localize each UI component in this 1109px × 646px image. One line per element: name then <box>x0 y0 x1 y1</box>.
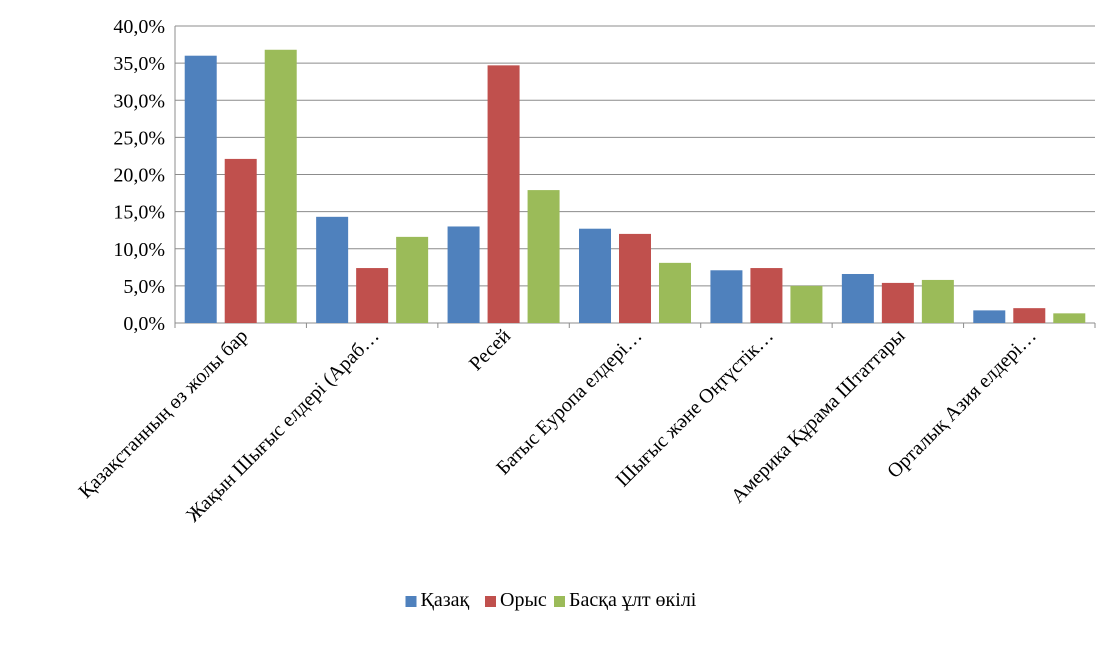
y-tick-label: 30,0% <box>113 90 165 112</box>
y-tick-label: 20,0% <box>113 165 165 187</box>
y-tick-label: 40,0% <box>113 16 165 38</box>
bar <box>265 50 297 323</box>
bar <box>973 310 1005 323</box>
bar <box>922 280 954 323</box>
y-tick-label: 25,0% <box>113 127 165 149</box>
bar <box>1013 308 1045 323</box>
bar <box>528 190 560 323</box>
bar <box>659 263 691 323</box>
bar <box>842 274 874 323</box>
y-axis-ticks: 0,0% 5,0% 10,0% 15,0% 20,0% 25,0% 30,0% 35,0% 40… <box>113 16 165 335</box>
bar <box>448 226 480 323</box>
bar <box>882 283 914 323</box>
legend-swatch <box>406 596 417 607</box>
bar <box>396 237 428 323</box>
category-label: Орталық Азия елдері… <box>883 325 1041 483</box>
bars <box>185 50 1086 323</box>
bar <box>185 56 217 323</box>
y-tick-label: 10,0% <box>113 239 165 261</box>
bar <box>790 286 822 323</box>
bar <box>316 217 348 323</box>
bar <box>1053 313 1085 323</box>
legend-label: Басқа ұлт өкілі <box>569 589 697 611</box>
y-tick-label: 0,0% <box>123 313 165 335</box>
category-label: Ресей <box>465 325 515 375</box>
legend-label: Қазақ <box>421 589 470 611</box>
y-tick-label: 5,0% <box>123 276 165 298</box>
bar <box>710 270 742 323</box>
bar <box>488 65 520 323</box>
y-tick-label: 15,0% <box>113 202 165 224</box>
legend-swatch <box>554 596 565 607</box>
bar <box>579 229 611 323</box>
bar <box>225 159 257 323</box>
legend-label: Орыс <box>500 589 547 611</box>
legend: Қазақ Орыс Басқа ұлт өкілі <box>406 589 697 611</box>
category-label: Батыс Еуропа елдері… <box>492 325 646 479</box>
y-tick-label: 35,0% <box>113 53 165 75</box>
bar <box>750 268 782 323</box>
bar <box>356 268 388 323</box>
legend-swatch <box>485 596 496 607</box>
bar <box>619 234 651 323</box>
